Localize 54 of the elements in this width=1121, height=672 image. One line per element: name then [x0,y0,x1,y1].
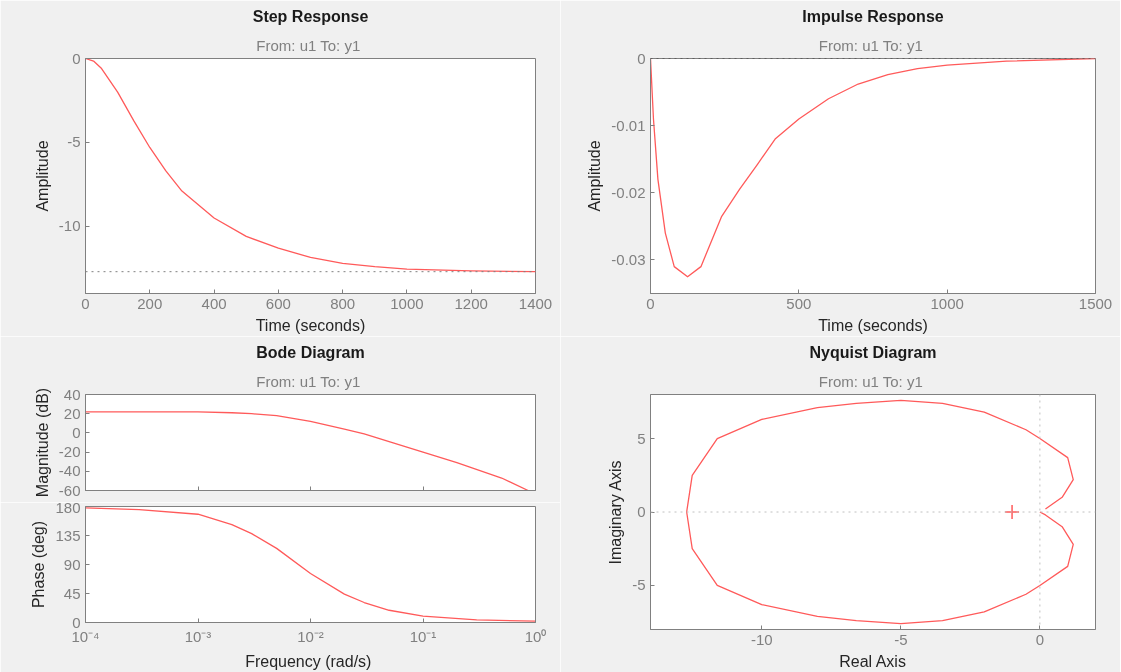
y-tick-label: -0.02 [611,183,646,201]
x-axis-title: Time (seconds) [255,316,366,334]
y-tick-label: -60 [58,481,81,499]
x-tick-label: 800 [330,294,356,312]
y-tick-label: 0 [637,49,646,67]
x-tick-label: 1200 [454,294,488,312]
y-tick-label: -0.01 [611,116,646,134]
chart-title: Nyquist Diagram [809,343,937,361]
y-axis-title: Amplitude [33,140,51,212]
x-tick-label: 1400 [518,294,553,312]
chart-subtitle: From: u1 To: y1 [256,372,361,390]
y-tick-label: 0 [72,49,81,67]
x-tick-label: 10⁰ [524,627,547,645]
y-tick-label: -20 [58,443,81,461]
x-tick-label: -10 [750,630,773,648]
y-tick-label: 5 [637,429,646,447]
x-tick-label: 400 [201,294,227,312]
y-axis-title: Imaginary Axis [607,460,625,565]
x-tick-label: 10⁻¹ [409,627,437,645]
x-tick-label: 1000 [930,294,964,312]
y-axis-title: Phase (deg) [30,520,48,609]
x-tick-label: 0 [1035,630,1045,648]
x-axis-title: Real Axis [839,652,906,670]
x-tick-label: 10⁻³ [184,627,212,645]
y-tick-label: -10 [58,217,81,235]
y-tick-label: 90 [63,555,81,573]
x-axis-title: Time (seconds) [818,316,928,334]
chart-title: Bode Diagram [256,343,365,361]
chart-subtitle: From: u1 To: y1 [818,372,923,390]
y-tick-label: 0 [637,503,646,520]
chart-subtitle: From: u1 To: y1 [818,36,923,54]
chart-subtitle: From: u1 To: y1 [256,36,361,54]
y-tick-label: 180 [55,498,81,516]
chart-title: Step Response [252,7,369,25]
chart-title: Impulse Response [802,7,944,25]
y-tick-label: 20 [63,404,81,422]
x-tick-label: 600 [265,294,291,312]
x-axis-title: Frequency (rad/s) [245,652,372,670]
y-tick-label: -0.03 [611,250,646,268]
y-tick-label: 0 [72,423,81,441]
x-tick-label: -5 [894,630,908,648]
y-tick-label: 135 [55,526,81,544]
y-tick-label: 40 [63,385,81,403]
x-tick-label: 1000 [390,294,424,312]
x-tick-label: 200 [137,294,163,312]
y-tick-label: -40 [58,462,81,480]
x-tick-label: 1500 [1078,294,1113,312]
x-tick-label: 500 [786,294,812,312]
y-axis-title: Magnitude (dB) [33,387,51,498]
y-tick-label: -5 [67,133,81,151]
y-tick-label: -5 [632,576,646,594]
y-tick-label: 45 [63,584,81,602]
y-axis-title: Amplitude [586,140,604,212]
x-tick-label: 10⁻² [297,627,324,645]
